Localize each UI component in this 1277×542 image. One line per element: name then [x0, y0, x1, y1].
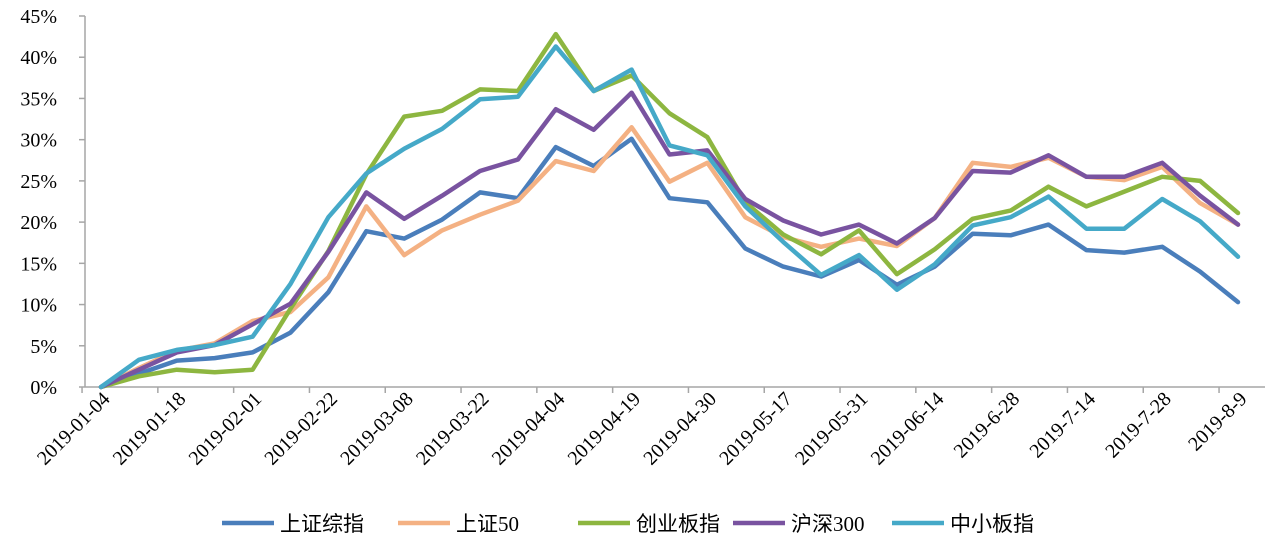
y-tick-label: 20% — [20, 212, 57, 234]
legend-label: 上证综指 — [280, 512, 364, 536]
y-tick-label: 35% — [20, 88, 57, 110]
y-tick-label: 30% — [20, 130, 57, 152]
x-tick-label: 2019-03-22 — [412, 388, 494, 470]
x-tick-label: 2019-01-04 — [33, 388, 115, 470]
x-tick-label: 2019-04-30 — [639, 388, 721, 470]
y-tick-label: 15% — [20, 253, 57, 275]
y-tick-label: 45% — [20, 6, 57, 28]
x-tick-label: 2019-01-18 — [109, 388, 191, 470]
legend-item: 上证综指 — [222, 512, 364, 536]
legend-item: 沪深300 — [733, 512, 865, 536]
series-line — [98, 90, 1241, 390]
series-line — [98, 136, 1241, 390]
x-tick-label: 2019-6-28 — [950, 388, 1024, 462]
x-tick-label: 2019-02-22 — [260, 388, 342, 470]
y-tick-label: 40% — [20, 47, 57, 69]
chart-legend: 上证综指 上证50 创业板指 沪深300 中小板指 — [222, 512, 1034, 536]
legend-item: 上证50 — [398, 512, 519, 536]
y-tick-label: 10% — [20, 295, 57, 317]
legend-label: 中小板指 — [950, 512, 1034, 536]
series-line — [98, 31, 1241, 390]
x-tick-label: 2019-8-9 — [1184, 388, 1251, 455]
series-lines — [98, 31, 1241, 390]
x-tick-label: 2019-03-08 — [336, 388, 418, 470]
legend-label: 上证50 — [456, 512, 519, 536]
y-axis-tick-labels: 0% 5% 10% 15% 20% 25% 30% 35% 40% 45% — [20, 6, 57, 399]
x-tick-label: 2019-04-04 — [488, 388, 570, 470]
x-tick-label: 2019-04-19 — [564, 388, 646, 470]
x-tick-label: 2019-7-28 — [1101, 388, 1175, 462]
chart-axes — [79, 15, 1265, 393]
x-tick-label: 2019-06-14 — [867, 388, 949, 470]
legend-label: 沪深300 — [791, 512, 865, 536]
y-tick-label: 25% — [20, 171, 57, 193]
y-tick-label: 5% — [30, 336, 57, 358]
series-line — [98, 44, 1241, 390]
legend-item: 中小板指 — [892, 512, 1034, 536]
x-axis-tick-labels: 2019-01-042019-01-182019-02-012019-02-22… — [33, 388, 1252, 470]
y-tick-label: 0% — [30, 377, 57, 399]
x-tick-label: 2019-05-31 — [791, 388, 873, 470]
legend-label: 创业板指 — [636, 512, 720, 536]
x-tick-label: 2019-05-17 — [715, 388, 797, 470]
x-tick-label: 2019-02-01 — [185, 388, 267, 470]
x-tick-label: 2019-7-14 — [1025, 388, 1099, 462]
legend-item: 创业板指 — [578, 512, 720, 536]
